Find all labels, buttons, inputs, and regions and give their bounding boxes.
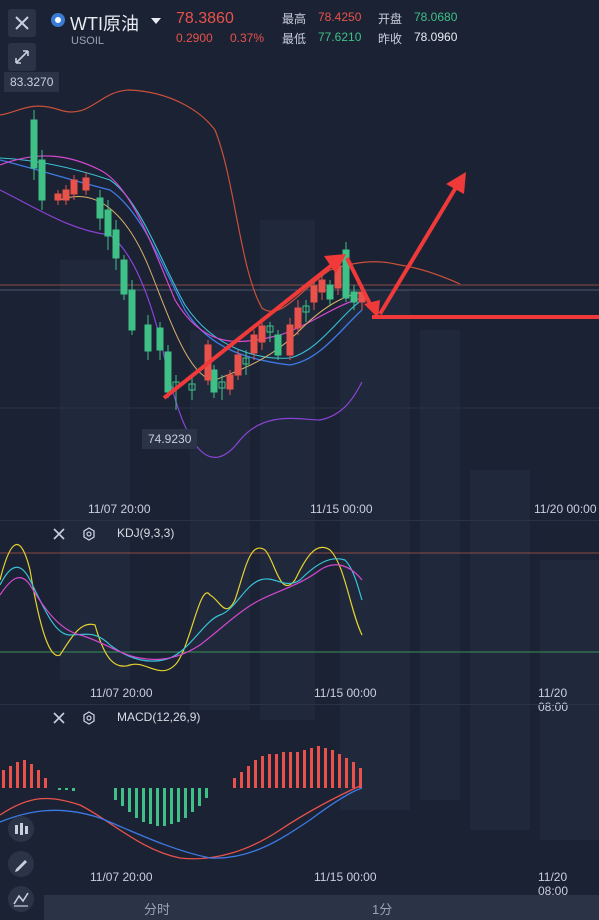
macd-chart xyxy=(0,746,363,860)
high-value: 78.4250 xyxy=(318,10,362,24)
open-label: 开盘 xyxy=(378,12,403,26)
tab-1min[interactable]: 1分 xyxy=(372,902,393,917)
kdj-title: KDJ(9,3,3) xyxy=(117,526,175,540)
open-value: 78.0680 xyxy=(414,10,458,24)
dropdown-caret-icon[interactable] xyxy=(151,18,161,24)
candles xyxy=(30,110,366,410)
macd-time-label-2: 11/15 00:00 xyxy=(314,870,377,884)
close-icon xyxy=(15,16,29,30)
macd-time-label-1: 11/07 20:00 xyxy=(90,870,153,884)
indicator-icon xyxy=(13,892,29,907)
candlestick-tool-button[interactable] xyxy=(8,816,34,842)
kdj-time-label-3: 11/20 08:00 xyxy=(538,686,569,714)
tab-timeshare[interactable]: 分时 xyxy=(144,902,171,917)
close-button[interactable] xyxy=(8,9,36,37)
divider xyxy=(0,704,599,705)
quote-header: WTI原油 USOIL 78.3860 0.2900 0.37% 最高 78.4… xyxy=(0,0,599,60)
shrink-icon xyxy=(15,50,29,64)
candlestick-icon xyxy=(15,823,28,835)
gear-icon[interactable] xyxy=(82,527,96,541)
price-change-pct: 0.37% xyxy=(230,31,265,45)
macd-title: MACD(12,26,9) xyxy=(117,710,201,724)
gear-icon[interactable] xyxy=(82,711,96,725)
price-change: 0.2900 xyxy=(176,31,213,45)
prev-close-value: 78.0960 xyxy=(414,30,458,44)
symbol-code: USOIL xyxy=(71,35,105,47)
divider xyxy=(0,520,599,521)
close-icon[interactable] xyxy=(52,711,66,725)
indicator-tool-button[interactable] xyxy=(8,886,34,912)
price-tag-low: 74.9230 xyxy=(142,429,198,449)
last-price: 78.3860 xyxy=(176,10,234,27)
shrink-button[interactable] xyxy=(8,43,36,71)
low-label: 最低 xyxy=(282,32,307,46)
draw-tool-button[interactable] xyxy=(8,851,34,877)
pencil-icon xyxy=(15,860,27,872)
usoil-symbol-icon xyxy=(51,13,65,27)
prev-close-label: 昨收 xyxy=(378,32,403,46)
high-label: 最高 xyxy=(282,12,307,26)
trend-arrows xyxy=(162,172,599,400)
main-time-label-3: 11/20 00:00 xyxy=(534,502,597,516)
low-value: 77.6210 xyxy=(318,30,362,44)
close-icon[interactable] xyxy=(52,527,66,541)
kdj-time-label-2: 11/15 00:00 xyxy=(314,686,377,700)
kdj-time-label-1: 11/07 20:00 xyxy=(90,686,153,700)
timeframe-tabs: 分时 1分 xyxy=(44,895,599,920)
main-price-chart[interactable] xyxy=(0,60,599,500)
main-time-label-1: 11/07 20:00 xyxy=(88,502,151,516)
symbol-title[interactable]: WTI原油 xyxy=(70,14,139,34)
kdj-chart xyxy=(0,544,599,672)
price-tag-high: 83.3270 xyxy=(4,72,60,92)
macd-time-label-3: 11/20 08:00 xyxy=(538,870,569,898)
main-time-label-2: 11/15 00:00 xyxy=(310,502,373,516)
